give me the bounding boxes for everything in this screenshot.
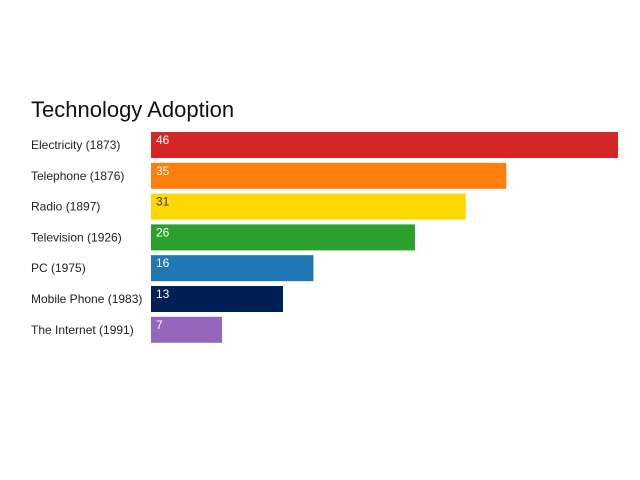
bar <box>151 255 314 282</box>
value-label: 13 <box>156 287 170 301</box>
chart-title: Technology Adoption <box>31 97 234 122</box>
category-labels: Electricity (1873) Telephone (1876) Radio … <box>31 138 142 337</box>
category-label: Radio (1897) <box>31 200 100 214</box>
value-label: 35 <box>156 164 170 178</box>
category-label: Telephone (1876) <box>31 169 124 183</box>
category-label: Mobile Phone (1983) <box>31 292 142 306</box>
bar <box>151 132 618 158</box>
value-label: 46 <box>156 133 170 147</box>
bar <box>151 286 283 312</box>
category-label: The Internet (1991) <box>31 323 134 337</box>
value-label: 7 <box>156 318 163 332</box>
category-label: PC (1975) <box>31 261 86 275</box>
bar <box>151 162 507 189</box>
value-label: 16 <box>156 256 170 270</box>
value-label: 26 <box>156 225 170 239</box>
value-label: 31 <box>156 195 170 209</box>
bar <box>151 193 466 220</box>
bars-group <box>151 132 618 343</box>
value-labels: 46 35 31 26 16 13 7 <box>156 133 170 332</box>
category-label: Electricity (1873) <box>31 138 120 152</box>
bar <box>151 316 223 343</box>
bar <box>151 224 415 251</box>
category-label: Television (1926) <box>31 230 122 244</box>
